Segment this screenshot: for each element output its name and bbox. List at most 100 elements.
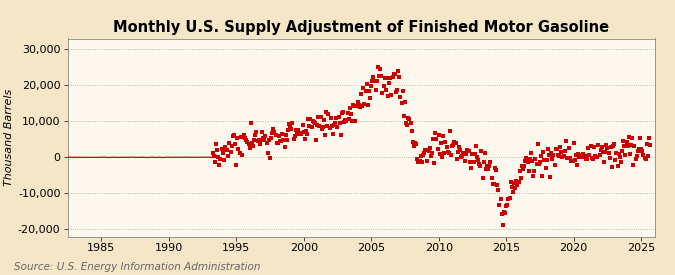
Point [439,150,450,155]
Point [367,78,378,83]
Point [275,139,286,143]
Point [637,148,648,153]
Point [543,153,554,157]
Point [349,104,360,108]
Point [231,163,242,168]
Point [393,69,404,73]
Point [387,75,398,79]
Point [398,114,409,119]
Point [511,178,522,183]
Point [425,153,436,158]
Point [512,183,523,187]
Point [359,102,370,106]
Point [418,153,429,157]
Point [278,138,289,142]
Point [405,120,416,125]
Point [209,153,219,158]
Point [465,160,476,164]
Point [450,141,461,145]
Point [437,155,448,160]
Point [252,138,263,143]
Point [348,103,358,108]
Point [261,141,272,145]
Point [486,176,497,180]
Point [357,104,368,108]
Point [281,138,292,142]
Point [541,158,552,163]
Point [395,95,406,100]
Point [472,155,483,159]
Point [253,138,264,142]
Point [427,151,437,155]
Point [304,124,315,128]
Point [325,116,336,120]
Point [643,154,653,158]
Point [445,129,456,133]
Point [539,158,550,162]
Point [564,146,574,151]
Point [376,74,387,78]
Point [452,149,463,154]
Point [472,158,483,162]
Point [537,174,547,178]
Point [319,118,329,122]
Point [403,116,414,121]
Point [294,132,304,136]
Point [293,128,304,133]
Point [438,134,449,139]
Point [644,136,655,141]
Point [624,135,634,140]
Point [524,157,535,162]
Point [526,159,537,163]
Point [249,138,260,142]
Point [413,160,424,164]
Point [591,155,601,159]
Point [555,145,566,150]
Point [310,137,321,142]
Point [601,143,612,147]
Point [432,147,443,152]
Point [250,133,261,138]
Point [458,151,469,156]
Point [386,93,397,97]
Point [608,144,618,148]
Point [496,212,507,216]
Point [243,142,254,146]
Point [475,164,486,169]
Point [302,131,313,136]
Y-axis label: Thousand Barrels: Thousand Barrels [4,89,14,186]
Point [467,152,478,156]
Point [602,146,613,150]
Point [454,145,464,149]
Point [440,140,451,144]
Point [631,153,642,158]
Point [209,160,220,164]
Point [344,106,355,110]
Point [612,164,623,168]
Point [616,160,626,165]
Point [236,153,247,158]
Point [290,128,301,133]
Point [279,145,290,149]
Point [469,152,480,156]
Point [267,131,277,135]
Point [377,90,388,95]
Point [296,132,307,136]
Point [477,176,488,180]
Point [408,144,419,148]
Point [246,121,256,125]
Point [371,79,382,83]
Point [354,103,364,108]
Point [381,87,392,92]
Point [246,141,257,145]
Point [576,155,587,159]
Point [487,182,498,186]
Point [526,151,537,155]
Point [411,142,422,146]
Point [583,146,594,150]
Point [530,157,541,162]
Point [268,127,279,131]
Point [242,139,253,144]
Point [495,197,506,201]
Point [223,153,234,158]
